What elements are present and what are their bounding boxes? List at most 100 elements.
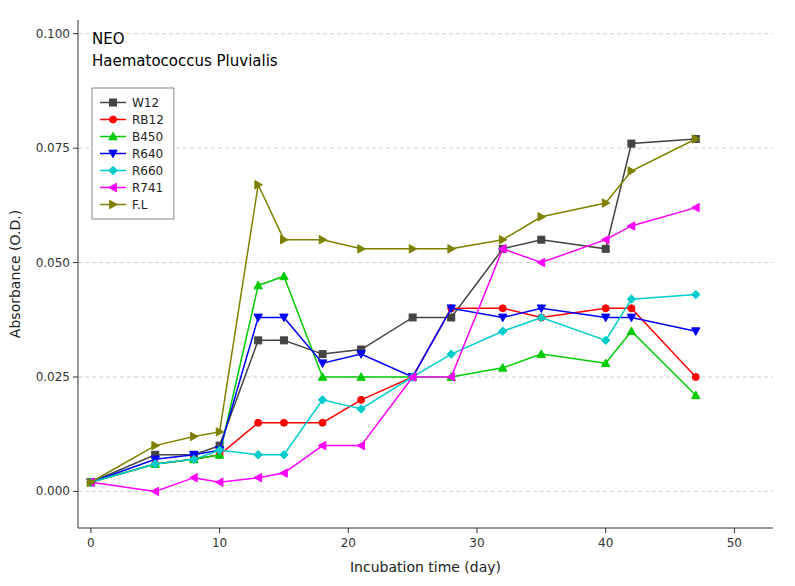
y-tick bbox=[73, 262, 78, 263]
legend-label: R741 bbox=[132, 181, 163, 195]
data-point bbox=[409, 245, 417, 253]
data-point bbox=[538, 213, 546, 221]
data-point bbox=[537, 313, 545, 321]
data-point bbox=[537, 305, 545, 313]
y-tick bbox=[73, 491, 78, 492]
data-point bbox=[318, 373, 326, 381]
data-point bbox=[357, 441, 365, 449]
series bbox=[87, 203, 699, 495]
data-point bbox=[447, 350, 455, 358]
legend-marker bbox=[109, 150, 117, 158]
data-point bbox=[254, 314, 262, 322]
series-line bbox=[91, 139, 696, 482]
data-point bbox=[87, 479, 94, 486]
x-tick bbox=[90, 528, 91, 533]
data-point bbox=[87, 479, 94, 486]
annotation: NEO bbox=[92, 30, 125, 48]
x-axis-line bbox=[78, 528, 773, 529]
legend-marker bbox=[110, 99, 117, 106]
data-point bbox=[692, 203, 700, 211]
series-line bbox=[91, 308, 696, 482]
data-point bbox=[318, 396, 326, 404]
data-point bbox=[448, 314, 455, 321]
data-point bbox=[499, 327, 507, 335]
series-line bbox=[91, 276, 696, 482]
data-point bbox=[602, 305, 609, 312]
data-point bbox=[255, 337, 262, 344]
plot-area bbox=[87, 135, 700, 496]
data-point bbox=[190, 432, 198, 440]
data-point bbox=[190, 456, 197, 463]
y-tick-label: 0.025 bbox=[36, 370, 70, 384]
series bbox=[87, 290, 700, 486]
data-point bbox=[281, 235, 289, 243]
data-point bbox=[692, 391, 700, 399]
data-point bbox=[87, 478, 95, 486]
legend-label: R660 bbox=[132, 164, 163, 178]
data-point bbox=[627, 314, 635, 322]
legend-label: RB12 bbox=[132, 113, 164, 127]
data-point bbox=[601, 336, 609, 344]
data-point bbox=[357, 351, 365, 359]
data-point bbox=[692, 328, 700, 336]
data-point bbox=[254, 451, 262, 459]
data-point bbox=[357, 373, 365, 381]
y-tick bbox=[73, 148, 78, 149]
legend-box bbox=[92, 88, 174, 219]
legend-label: W12 bbox=[132, 96, 159, 110]
series bbox=[87, 135, 699, 485]
data-point bbox=[627, 295, 635, 303]
data-point bbox=[447, 373, 455, 381]
grid-line bbox=[78, 148, 773, 149]
data-point bbox=[358, 396, 365, 403]
data-point bbox=[215, 478, 223, 486]
legend-label: F.L bbox=[132, 198, 148, 212]
data-point bbox=[190, 473, 198, 481]
series-line bbox=[91, 308, 696, 482]
data-point bbox=[358, 245, 366, 253]
data-point bbox=[254, 473, 262, 481]
series bbox=[87, 305, 699, 486]
data-point bbox=[628, 140, 635, 147]
data-point bbox=[499, 245, 506, 252]
x-tick bbox=[734, 528, 735, 533]
legend: W12RB12B450R640R660R741F.L bbox=[92, 88, 174, 219]
data-point bbox=[152, 460, 159, 467]
data-point bbox=[215, 447, 223, 455]
legend-marker bbox=[109, 183, 117, 191]
data-point bbox=[318, 441, 326, 449]
data-point bbox=[602, 199, 610, 207]
data-point bbox=[87, 478, 95, 486]
data-point bbox=[151, 460, 159, 468]
y-axis-label: Absorbance (O.D.) bbox=[7, 210, 23, 338]
axes: 010203040500.0000.0250.0500.0750.100 bbox=[36, 20, 773, 550]
data-point bbox=[601, 314, 609, 322]
chart: 010203040500.0000.0250.0500.0750.100Incu… bbox=[0, 0, 795, 586]
legend-marker bbox=[110, 200, 118, 208]
data-point bbox=[152, 441, 160, 449]
series-line bbox=[91, 208, 696, 492]
data-point bbox=[255, 181, 263, 189]
data-point bbox=[280, 451, 288, 459]
series-line bbox=[91, 139, 696, 482]
x-tick bbox=[219, 528, 220, 533]
data-point bbox=[280, 469, 288, 477]
data-point bbox=[280, 314, 288, 322]
series bbox=[87, 305, 700, 486]
series bbox=[87, 272, 700, 486]
x-tick-label: 40 bbox=[598, 536, 613, 550]
x-tick-label: 30 bbox=[469, 536, 484, 550]
x-tick-label: 50 bbox=[727, 536, 742, 550]
y-axis-line bbox=[78, 20, 79, 528]
data-point bbox=[190, 455, 198, 463]
data-point bbox=[601, 235, 609, 243]
data-point bbox=[318, 360, 326, 368]
data-point bbox=[628, 167, 636, 175]
data-point bbox=[319, 351, 326, 358]
legend-label: B450 bbox=[132, 130, 163, 144]
data-point bbox=[538, 236, 545, 243]
data-point bbox=[255, 419, 262, 426]
x-tick bbox=[348, 528, 349, 533]
data-point bbox=[499, 364, 507, 372]
y-tick bbox=[73, 376, 78, 377]
